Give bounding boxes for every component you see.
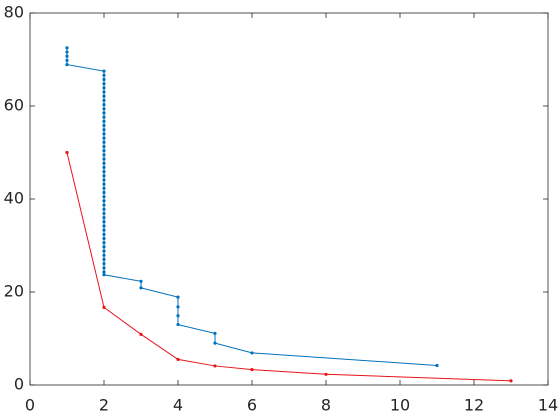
point: [102, 86, 106, 90]
point: [324, 372, 328, 376]
point: [65, 63, 69, 67]
point: [102, 270, 106, 274]
x-tick-label: 4: [173, 396, 183, 415]
point: [102, 123, 106, 128]
y-tick-label: 0: [14, 375, 24, 394]
point: [102, 245, 106, 249]
point: [139, 279, 143, 283]
point: [213, 364, 217, 368]
point: [102, 224, 106, 228]
y-tick-label: 40: [4, 189, 24, 208]
point: [102, 273, 106, 277]
y-tick-label: 20: [4, 282, 24, 301]
point: [102, 216, 106, 220]
y-tick-label: 80: [4, 3, 24, 22]
point: [176, 357, 180, 362]
point: [102, 190, 106, 195]
point: [102, 161, 106, 165]
point: [102, 140, 106, 144]
point: [102, 94, 106, 98]
point: [102, 132, 106, 136]
point: [65, 54, 69, 58]
point: [176, 305, 180, 309]
point: [250, 368, 254, 372]
point: [176, 322, 180, 327]
point: [102, 90, 106, 94]
point: [102, 236, 106, 241]
point: [102, 211, 106, 216]
point: [102, 165, 106, 169]
point: [102, 119, 106, 123]
point: [102, 220, 106, 224]
point: [102, 149, 106, 153]
x-tick-label: 6: [247, 396, 257, 415]
point: [102, 249, 106, 253]
point: [102, 253, 106, 257]
point: [102, 98, 106, 103]
point: [139, 286, 143, 290]
x-tick-label: 14: [538, 396, 558, 415]
point: [65, 150, 69, 155]
point: [102, 153, 106, 157]
x-tick-label: 2: [99, 396, 109, 415]
point: [102, 82, 106, 86]
series-line: [66, 47, 438, 366]
point: [102, 73, 106, 77]
point: [176, 295, 180, 299]
point: [102, 77, 106, 82]
point: [102, 157, 106, 161]
point: [102, 199, 106, 203]
point: [102, 136, 106, 140]
point: [65, 58, 69, 63]
point: [102, 203, 106, 207]
point: [102, 174, 106, 178]
point: [102, 262, 106, 266]
point: [213, 331, 217, 335]
point: [250, 351, 254, 355]
point: [102, 305, 106, 309]
x-tick-label: 0: [25, 396, 35, 415]
point: [102, 178, 106, 182]
point: [139, 332, 143, 336]
point: [102, 128, 106, 132]
point: [102, 111, 106, 115]
point: [102, 182, 106, 186]
point: [102, 115, 106, 119]
y-tick-label: 60: [4, 96, 24, 115]
point: [102, 169, 106, 174]
point: [102, 144, 106, 149]
point: [176, 314, 180, 318]
series-line: [66, 152, 512, 382]
point: [102, 207, 106, 211]
x-tick-label: 10: [390, 396, 410, 415]
point: [102, 257, 106, 262]
point: [102, 69, 106, 73]
axes-box: [29, 12, 549, 386]
x-tick-label: 12: [464, 396, 484, 415]
point: [213, 341, 217, 345]
point: [102, 195, 106, 199]
point: [102, 266, 106, 270]
point: [102, 103, 106, 107]
point: [102, 186, 106, 190]
point: [102, 228, 106, 232]
point: [435, 363, 439, 368]
point: [65, 50, 69, 54]
point: [102, 241, 106, 245]
point: [65, 46, 69, 50]
point: [102, 232, 106, 236]
x-tick-label: 8: [321, 396, 331, 415]
point: [509, 379, 513, 383]
point: [102, 107, 106, 111]
